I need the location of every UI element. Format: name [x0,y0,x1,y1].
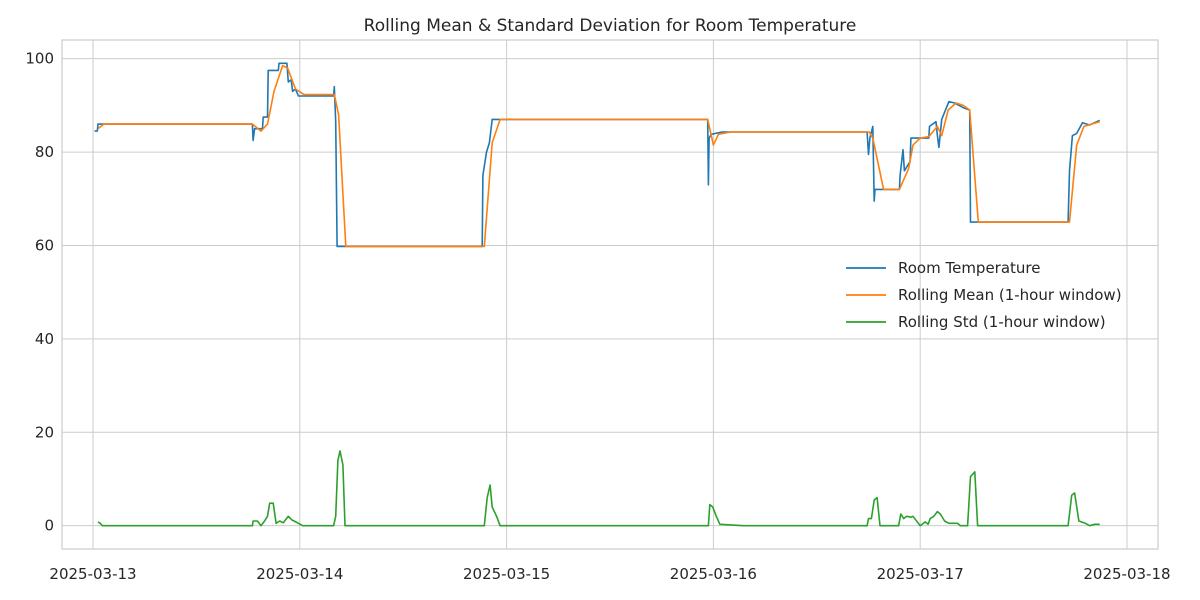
x-tick-label: 2025-03-16 [670,565,757,583]
y-tick-label: 60 [35,236,54,254]
x-tick-label: 2025-03-14 [256,565,343,583]
y-tick-label: 80 [35,143,54,161]
y-tick-label: 20 [35,423,54,441]
y-tick-label: 0 [44,517,54,535]
x-tick-label: 2025-03-15 [463,565,550,583]
x-tick-label: 2025-03-17 [877,565,964,583]
legend: Room Temperature Rolling Mean (1-hour win… [846,259,1122,331]
series-line-2 [97,64,1100,248]
gridlines [62,40,1158,549]
plot-frame [61,39,1159,550]
legend-label-3: Rolling Std (1-hour window) [898,313,1106,331]
y-tick-label: 100 [25,50,54,68]
chart-title: Rolling Mean & Standard Deviation for Ro… [364,16,857,36]
x-tick-label: 2025-03-18 [1083,565,1170,583]
legend-label-2: Rolling Mean (1-hour window) [898,286,1122,304]
legend-label-1: Room Temperature [898,259,1041,277]
series-line-3 [97,450,1100,527]
series-line-1 [94,62,1101,248]
x-tick-label: 2025-03-13 [49,565,136,583]
y-tick-label: 40 [35,330,54,348]
